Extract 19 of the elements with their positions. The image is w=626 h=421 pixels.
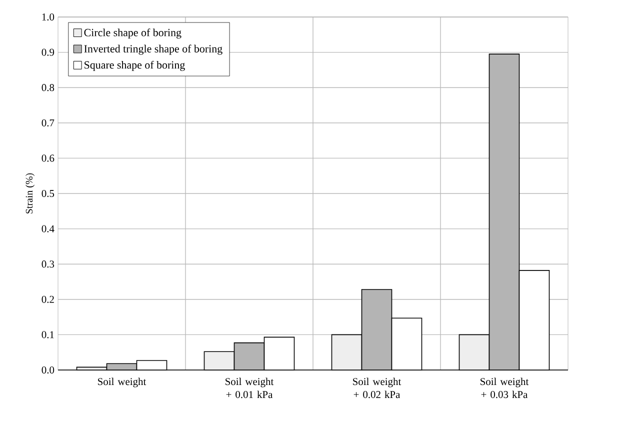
y-tick-label: 0.1 [42, 331, 54, 338]
x-tick-label: Soil weight + 0.01 kPa [226, 378, 274, 398]
y-tick-label: 0.2 [42, 296, 54, 303]
x-tick-label: Soil weight + 0.03 kPa [480, 378, 529, 398]
y-tick-label: 0.0 [42, 366, 54, 374]
x-tick-label: Soil weight [98, 378, 146, 388]
y-tick-label: 0.7 [42, 119, 54, 126]
y-tick-label: 0.8 [42, 84, 54, 92]
y-tick-label: 0.6 [42, 154, 54, 162]
y-tick-label: 0.3 [42, 260, 54, 268]
legend-label: Circle shape of boring [84, 28, 182, 39]
legend-label: Inverted tringle shape of boring [84, 44, 222, 55]
legend-label: Square shape of boring [84, 60, 185, 71]
y-axis-title: Strain (%) [26, 173, 35, 214]
x-tick-label: Soil weight + 0.02 kPa [353, 378, 402, 398]
y-tick-label: 0.4 [42, 225, 54, 232]
y-tick-label: 0.9 [42, 48, 54, 56]
y-tick-label: 0.5 [42, 190, 54, 198]
y-tick-label: 1.0 [42, 13, 54, 21]
